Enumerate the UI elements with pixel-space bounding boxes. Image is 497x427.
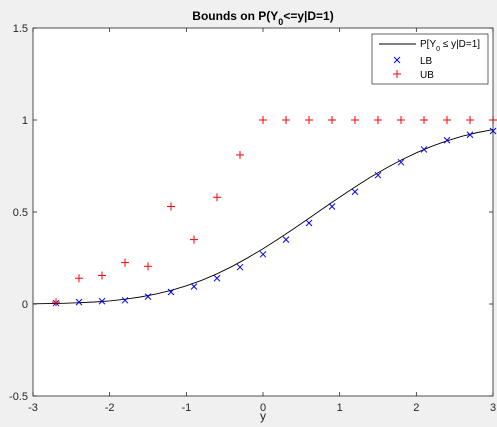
legend-label-lb: LB bbox=[420, 56, 433, 67]
y-tick-label-1: 0 bbox=[22, 299, 28, 311]
ub-point-6 bbox=[190, 235, 198, 244]
y-tick-label-3: 1 bbox=[22, 115, 28, 127]
lb-point-1 bbox=[75, 298, 83, 306]
plot-frame bbox=[32, 27, 494, 397]
y-tick-label-4: 1.5 bbox=[13, 23, 28, 35]
tick-labels: -3 -2 -1 0 1 2 3 -0.5 0 0.5 1 1.5 bbox=[9, 23, 496, 414]
ub-point-8 bbox=[236, 150, 244, 159]
lb-point-stroke-b bbox=[305, 219, 313, 227]
x-tick-label-3: 0 bbox=[260, 402, 266, 414]
lb-point-13 bbox=[351, 188, 359, 196]
lb-point-stroke-b bbox=[121, 296, 129, 304]
lb-point-stroke-b bbox=[236, 263, 244, 271]
lb-point-16 bbox=[420, 146, 428, 153]
legend: P[Y0 ≤ y|D=1] LB UB bbox=[371, 33, 489, 85]
lb-point-stroke-b bbox=[259, 250, 267, 258]
lb-point-3 bbox=[121, 296, 129, 304]
ub-point-5 bbox=[167, 202, 175, 211]
chart-title-group: Bounds on P(Y0<=y|D=1) bbox=[192, 9, 333, 27]
lb-point-stroke-b bbox=[466, 131, 474, 139]
ub-point-4 bbox=[144, 262, 152, 271]
title-subscript: 0 bbox=[278, 17, 283, 27]
lb-point-5 bbox=[167, 288, 175, 296]
ub-point-11 bbox=[305, 116, 313, 124]
x-tick-label-1: -2 bbox=[105, 402, 115, 414]
ub-point-7 bbox=[213, 193, 221, 202]
x-axis-label: y bbox=[260, 409, 266, 423]
lb-point-10 bbox=[282, 236, 290, 243]
lb-point-stroke-b bbox=[328, 203, 336, 210]
lb-point-stroke-b bbox=[190, 283, 198, 290]
legend-label-ub: UB bbox=[420, 70, 434, 81]
x-tick-label-4: 1 bbox=[337, 402, 343, 414]
lb-point-14 bbox=[374, 171, 382, 179]
lb-point-15 bbox=[397, 158, 405, 166]
legend-plus-marker bbox=[393, 70, 401, 78]
lb-point-8 bbox=[236, 263, 244, 271]
lb-point-6 bbox=[190, 283, 198, 290]
ub-point-10 bbox=[282, 116, 290, 124]
ub-point-18 bbox=[466, 116, 474, 124]
legend-label-suffix: ≤ y|D=1] bbox=[440, 39, 480, 50]
lb-point-stroke-b bbox=[144, 293, 152, 300]
lb-point-18 bbox=[466, 131, 474, 139]
plot-area bbox=[33, 28, 493, 396]
ub-point-16 bbox=[420, 116, 428, 124]
lb-point-stroke-b bbox=[75, 298, 83, 306]
legend-label-truth: P[Y0 ≤ y|D=1] bbox=[420, 39, 480, 53]
chart-title: Bounds on P(Y0<=y|D=1) bbox=[192, 9, 333, 27]
lb-point-stroke-b bbox=[98, 297, 106, 305]
x-tick-label-2: -1 bbox=[181, 402, 191, 414]
ub-point-9 bbox=[259, 116, 267, 124]
legend-subscript: 0 bbox=[436, 46, 440, 53]
x-tick-label-6: 3 bbox=[490, 402, 496, 414]
lb-point-12 bbox=[328, 203, 336, 210]
y-tick-label-0: -0.5 bbox=[9, 391, 28, 403]
lb-point-17 bbox=[443, 136, 451, 144]
ub-point-12 bbox=[328, 116, 336, 124]
lb-point-stroke-b bbox=[374, 171, 382, 179]
lb-point-2 bbox=[98, 297, 106, 305]
y-tick-label-2: 0.5 bbox=[13, 207, 28, 219]
legend-x-marker bbox=[393, 56, 401, 64]
lb-point-stroke-b bbox=[167, 288, 175, 296]
x-tick-label-0: -3 bbox=[28, 402, 38, 414]
lb-point-11 bbox=[305, 219, 313, 227]
lb-point-stroke-b bbox=[397, 158, 405, 166]
lb-point-stroke-b bbox=[282, 236, 290, 243]
ub-point-14 bbox=[374, 116, 382, 124]
ub-point-17 bbox=[443, 116, 451, 124]
lb-point-stroke-b bbox=[351, 188, 359, 196]
ub-point-3 bbox=[121, 258, 129, 267]
lb-point-9 bbox=[259, 250, 267, 258]
ub-point-13 bbox=[351, 116, 359, 124]
ub-point-0 bbox=[52, 298, 60, 307]
lb-point-7 bbox=[213, 274, 221, 282]
lb-point-stroke-b bbox=[420, 146, 428, 153]
title-suffix: <=y|D=1) bbox=[283, 9, 333, 23]
series-line-truth bbox=[32, 129, 494, 305]
legend-box bbox=[371, 33, 489, 85]
lb-point-stroke-b bbox=[443, 136, 451, 144]
ub-point-15 bbox=[397, 116, 405, 124]
ub-point-2 bbox=[98, 271, 106, 280]
ub-point-1 bbox=[75, 274, 83, 283]
lb-point-4 bbox=[144, 293, 152, 300]
x-tick-label-5: 2 bbox=[413, 402, 419, 414]
lb-point-stroke-b bbox=[213, 274, 221, 282]
